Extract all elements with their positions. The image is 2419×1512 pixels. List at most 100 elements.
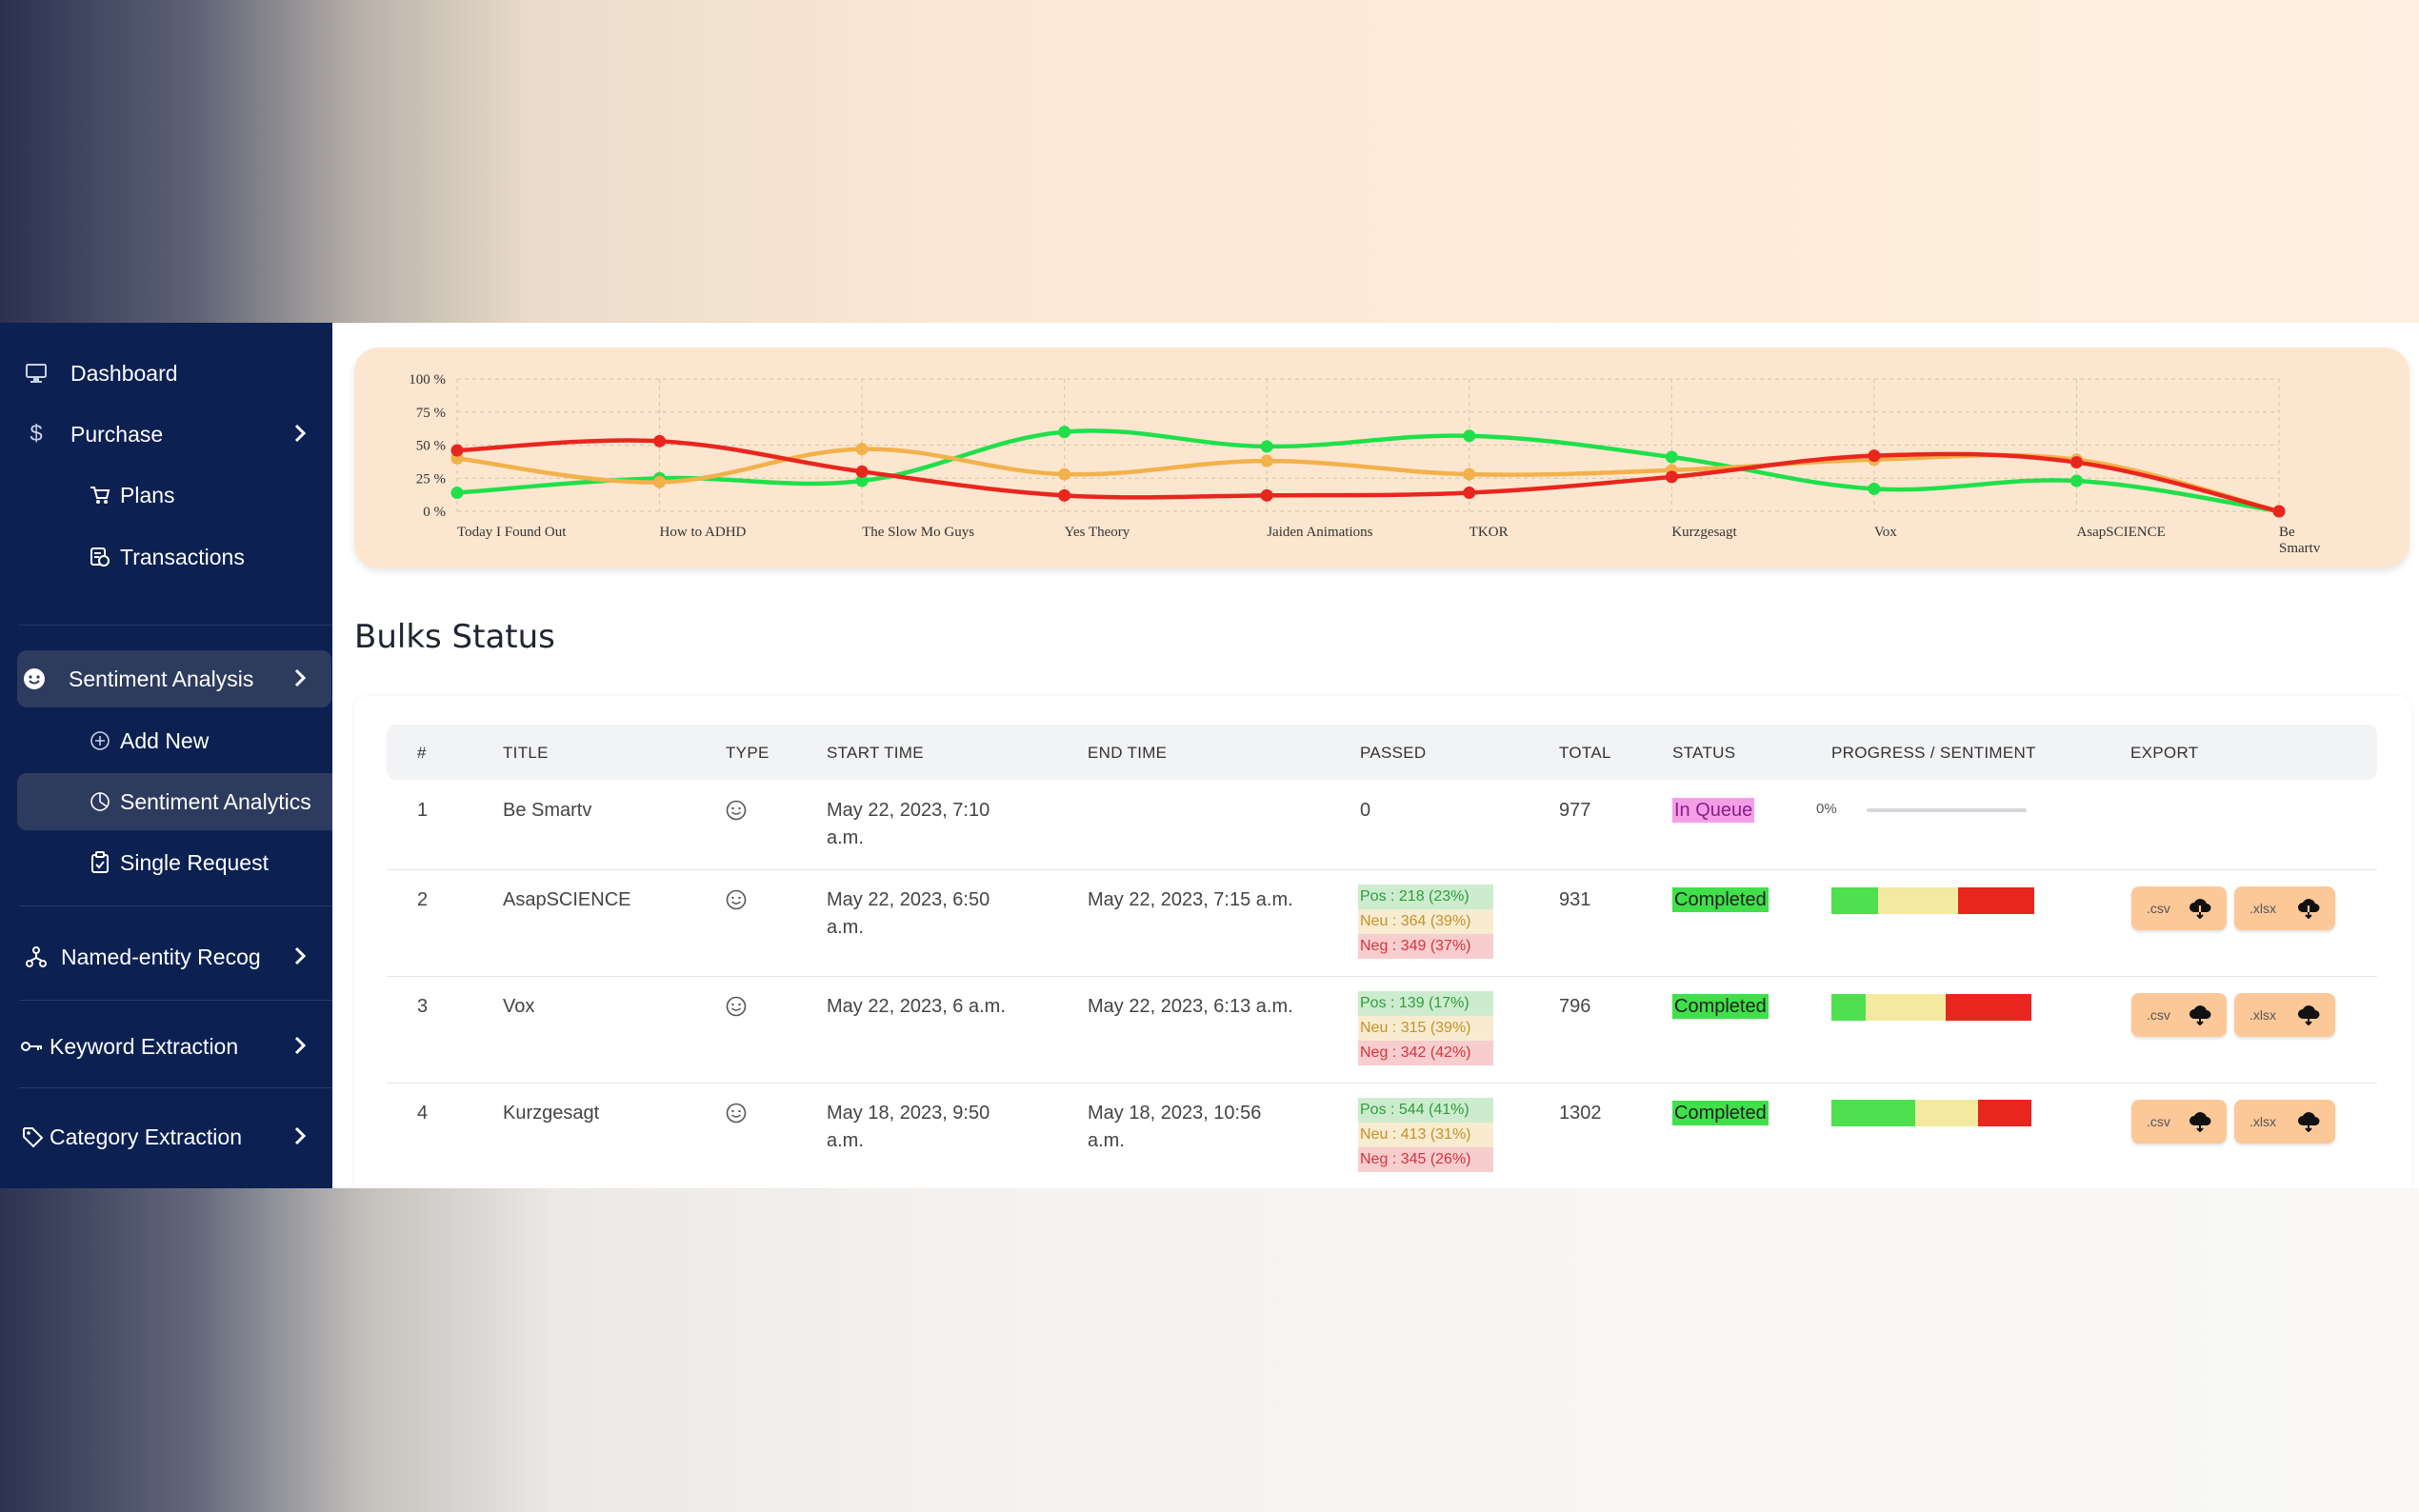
row-number: 2 [417, 889, 429, 910]
sidebar-item-label: Category Extraction [50, 1124, 242, 1149]
data-point-negative [1665, 470, 1678, 484]
export-xlsx-label: .xlsx [2249, 1007, 2276, 1023]
passed-neutral: Neu : 413 (31%) [1358, 1123, 1493, 1147]
x-tick-label: The Slow Mo Guys [862, 525, 974, 540]
data-point-negative [1260, 488, 1273, 502]
sidebar-item-label: Keyword Extraction [50, 1033, 239, 1059]
cloud-download-icon [2189, 1112, 2211, 1132]
sidebar-item-keyword-extraction[interactable]: Keyword Extraction [19, 1018, 331, 1075]
export-xlsx-button[interactable]: .xlsx [2234, 886, 2335, 930]
sidebar-item-plans[interactable]: Plans [19, 467, 331, 524]
data-point-negative [653, 434, 667, 448]
y-tick-label: 25 % [416, 471, 446, 487]
data-point-negative [1463, 487, 1476, 500]
sidebar-item-named-entity-recog[interactable]: Named-entity Recog [19, 928, 331, 985]
export-xlsx-button[interactable]: .xlsx [2234, 993, 2335, 1037]
page-title: Bulks Status [354, 618, 555, 656]
x-tick-label: Today I Found Out [457, 525, 567, 540]
x-tick-label: How to ADHD [660, 525, 747, 540]
cloud-download-icon [2298, 1112, 2320, 1132]
data-point-positive [2069, 474, 2083, 487]
data-point-neutral [1058, 468, 1071, 481]
sidebar-item-label: Sentiment Analytics [120, 788, 311, 814]
sidebar-item-purchase[interactable]: $ Purchase [19, 406, 331, 463]
x-tick-label: Smartv [2279, 541, 2321, 556]
export-csv-label: .csv [2147, 901, 2170, 916]
status-badge: In Queue [1672, 798, 1755, 823]
total-count: 1302 [1559, 1103, 1602, 1124]
end-time: May 22, 2023, 7:15 a.m. [1088, 889, 1293, 910]
row-title: Be Smartv [503, 800, 592, 821]
sidebar-divider [19, 625, 332, 626]
passed-positive: Pos : 139 (17%) [1358, 991, 1493, 1016]
export-csv-button[interactable]: .csv [2131, 1100, 2227, 1144]
data-point-positive [1868, 482, 1881, 495]
pie-chart-icon [86, 791, 114, 812]
start-time-cont: a.m. [827, 917, 864, 938]
end-time: May 22, 2023, 6:13 a.m. [1088, 996, 1293, 1017]
y-tick-label: 100 % [409, 372, 446, 388]
sidebar-item-dashboard[interactable]: Dashboard [19, 345, 331, 402]
start-time: May 22, 2023, 7:10 [827, 800, 990, 821]
monitor-icon [19, 363, 53, 384]
sentiment-bar [1831, 1100, 2031, 1126]
export-xlsx-label: .xlsx [2249, 1114, 2276, 1129]
x-tick-label: Kurzgesagt [1671, 525, 1737, 540]
progress-value: 0% [1816, 801, 1837, 817]
table-header [387, 725, 2377, 780]
passed-negative: Neg : 349 (37%) [1358, 934, 1493, 959]
neutral-segment [1866, 994, 1946, 1021]
sidebar-item-sentiment-analysis[interactable]: Sentiment Analysis [17, 650, 331, 707]
end-time-cont: a.m. [1088, 1130, 1125, 1151]
data-point-negative [1058, 488, 1071, 502]
column-header: START TIME [827, 744, 924, 762]
sentiment-line-chart: 100 % 75 % 50 % 25 % 0 % Today I Found Out How… [409, 372, 2321, 556]
data-point-positive [450, 487, 464, 500]
row-number: 3 [417, 996, 429, 1017]
cart-icon [86, 485, 114, 506]
smile-icon [726, 800, 747, 821]
passed-negative: Neg : 342 (42%) [1358, 1041, 1493, 1065]
chevron-right-icon [293, 945, 307, 972]
export-csv-button[interactable]: .csv [2131, 886, 2227, 930]
x-tick-label: Vox [1874, 525, 1897, 540]
cloud-download-icon [2189, 899, 2211, 919]
row-title: Vox [503, 996, 535, 1017]
sidebar-item-label: Sentiment Analysis [69, 666, 254, 691]
data-point-positive [1665, 450, 1678, 464]
sidebar-item-label: Plans [120, 482, 175, 507]
data-point-positive [1058, 426, 1071, 439]
receipt-icon [86, 547, 114, 567]
positive-segment [1831, 994, 1867, 1021]
export-csv-button[interactable]: .csv [2131, 993, 2227, 1037]
column-header: STATUS [1672, 744, 1736, 762]
negative-segment [1958, 887, 2034, 914]
sidebar-item-label: Dashboard [70, 360, 178, 386]
column-header: EXPORT [2130, 744, 2199, 762]
total-count: 796 [1559, 996, 1591, 1017]
data-point-negative [2272, 505, 2286, 518]
sidebar-item-single-request[interactable]: Single Request [19, 834, 331, 891]
sidebar-item-sentiment-analytics[interactable]: Sentiment Analytics [17, 773, 332, 830]
sidebar-item-category-extraction[interactable]: Category Extraction [19, 1108, 331, 1165]
sidebar-item-label: Transactions [120, 544, 245, 569]
sidebar-item-add-new[interactable]: Add New [19, 712, 331, 769]
cloud-download-icon [2298, 899, 2320, 919]
clipboard-icon [86, 851, 114, 874]
data-point-neutral [1260, 454, 1273, 468]
column-header: # [417, 744, 427, 762]
negative-segment [1978, 1100, 2031, 1126]
data-point-positive [855, 474, 869, 487]
neutral-segment [1914, 1100, 1979, 1126]
total-count: 931 [1559, 889, 1591, 910]
sidebar-item-transactions[interactable]: Transactions [19, 528, 331, 586]
export-xlsx-button[interactable]: .xlsx [2234, 1100, 2335, 1144]
x-tick-label: TKOR [1469, 525, 1509, 540]
passed-positive: Pos : 544 (41%) [1358, 1098, 1493, 1123]
row-divider [387, 869, 2377, 870]
nodes-icon [19, 945, 53, 968]
sidebar-divider [19, 1000, 332, 1001]
plus-circle-icon [86, 730, 114, 751]
x-tick-label: Yes Theory [1065, 525, 1130, 540]
passed-count: 0 [1360, 800, 1371, 821]
